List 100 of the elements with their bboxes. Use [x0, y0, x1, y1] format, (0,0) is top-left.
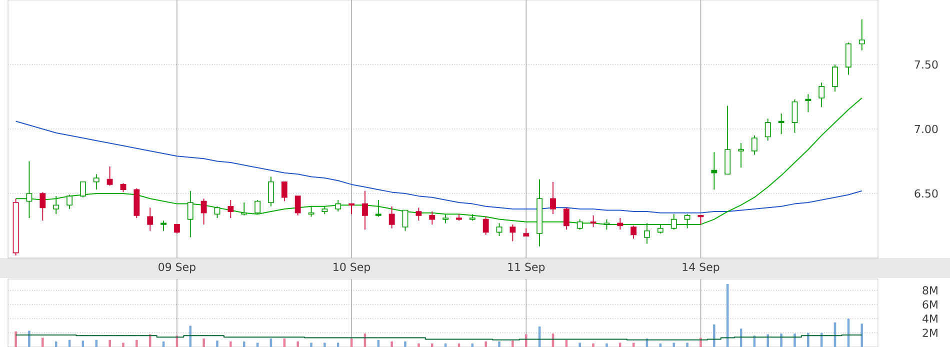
candlestick: [764, 118, 771, 142]
candlestick: [200, 198, 207, 225]
candlestick: [657, 224, 664, 234]
bar: [216, 340, 218, 347]
bar: [256, 342, 259, 347]
candlestick: [147, 207, 154, 232]
candlestick: [53, 196, 60, 215]
bar: [404, 341, 406, 347]
bar: [632, 342, 635, 347]
candlestick: [268, 176, 274, 207]
candlestick: [738, 142, 744, 168]
candlestick: [442, 214, 449, 224]
x-tick-label: 10 Sep: [334, 262, 370, 274]
candlestick: [26, 160, 32, 218]
bar: [95, 340, 98, 347]
bar: [336, 342, 340, 347]
bar: [619, 342, 622, 347]
candlestick: [711, 152, 718, 190]
bar: [418, 343, 420, 347]
candlestick: [187, 190, 194, 238]
bar: [780, 334, 782, 347]
candlestick: [40, 192, 46, 222]
bar: [430, 343, 434, 347]
candlestick: [362, 190, 368, 230]
bar: [324, 342, 326, 347]
candlestick: [66, 194, 72, 210]
y-tick-label: 4M: [922, 314, 938, 323]
candlestick: [590, 214, 596, 228]
bar: [28, 330, 30, 347]
bar: [108, 340, 111, 347]
bar: [202, 338, 205, 347]
candlestick: [402, 210, 408, 232]
bar: [42, 338, 44, 347]
candlestick: [308, 206, 314, 218]
candlestick: [670, 214, 677, 230]
candlestick: [604, 218, 610, 230]
candlestick: [375, 199, 382, 218]
candlestick: [644, 222, 650, 244]
y-tick-label: 8M: [922, 286, 938, 294]
candlestick: [792, 98, 798, 134]
candlestick: [174, 224, 180, 234]
candlestick: [482, 216, 489, 236]
bar: [592, 343, 594, 347]
y-tick-label: 7.50: [914, 60, 938, 69]
y-tick-label: 2M: [922, 328, 938, 337]
candlestick: [416, 207, 422, 222]
bar: [672, 342, 676, 347]
bar: [578, 342, 581, 347]
bar: [606, 343, 608, 347]
bar: [484, 341, 487, 347]
candlestick: [805, 94, 812, 113]
y-tick-label: 6M: [922, 300, 938, 309]
bar: [82, 340, 84, 347]
candlestick: [93, 174, 100, 190]
bar: [766, 334, 770, 347]
candlestick: [778, 113, 784, 135]
candlestick: [335, 199, 342, 212]
candlestick: [241, 202, 248, 216]
bar: [242, 341, 246, 347]
candlestick: [429, 211, 436, 225]
bar: [512, 340, 514, 347]
candlestick: [496, 222, 502, 237]
bar: [296, 341, 299, 347]
candlestick: [846, 42, 852, 76]
candlestick: [550, 181, 556, 215]
bar: [524, 334, 528, 347]
bar: [686, 342, 688, 347]
bar: [498, 341, 500, 347]
bar: [713, 324, 716, 347]
candlestick: [832, 64, 838, 92]
candlestick: [576, 218, 583, 230]
candlestick: [254, 199, 260, 215]
y-tick-label: 7.00: [914, 124, 938, 134]
x-tick-label: 09 Sep: [158, 262, 196, 274]
bar: [310, 342, 312, 347]
candlestick: [214, 206, 220, 218]
candlestick: [563, 207, 570, 230]
bar: [390, 341, 393, 347]
candlestick: [348, 203, 354, 215]
candlestick: [698, 214, 704, 225]
candlestick: [160, 220, 166, 232]
bar: [122, 342, 124, 347]
candlestick: [106, 166, 113, 186]
x-tick-label: 14 Sep: [682, 262, 720, 274]
candlestick: [294, 196, 301, 216]
candlestick: [751, 134, 758, 156]
candlestick: [80, 181, 86, 198]
x-tick-label: 11 Sep: [508, 262, 545, 274]
bar: [860, 324, 864, 347]
candlestick: [630, 225, 637, 240]
y-tick-label: 6.50: [914, 189, 938, 198]
candlestick: [120, 182, 126, 193]
candlestick: [617, 218, 624, 230]
candlestick: [388, 206, 395, 229]
candlestick: [510, 224, 516, 242]
bar: [14, 331, 17, 347]
candlestick: [858, 18, 865, 51]
candlestick: [228, 199, 234, 218]
candlestick: [818, 82, 825, 108]
candlestick: [684, 214, 690, 229]
